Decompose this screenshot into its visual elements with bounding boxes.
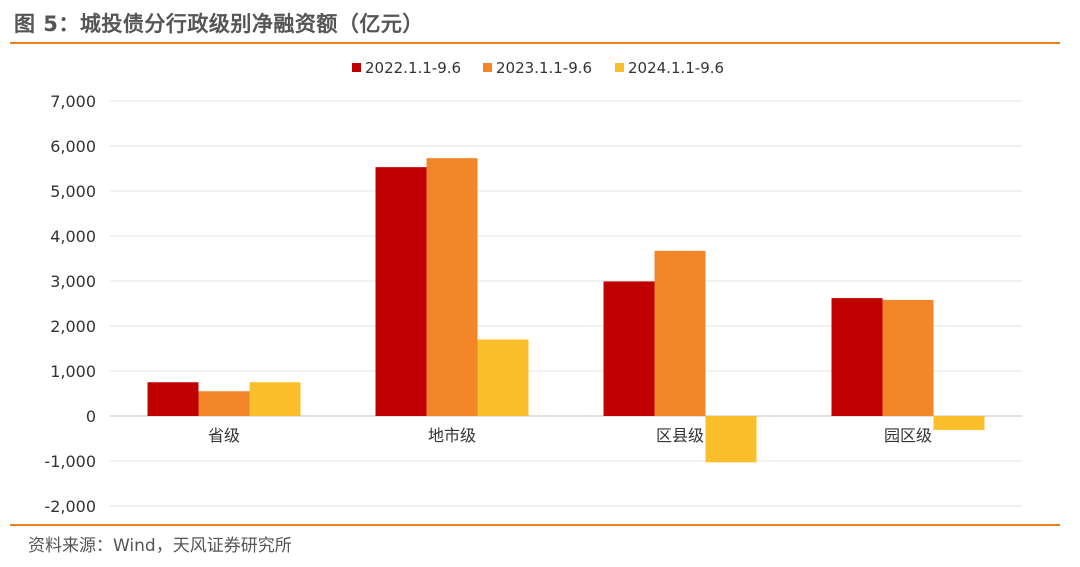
bar <box>603 281 655 416</box>
y-axis: 7,000 6,000 5,000 4,000 3,000 2,000 1,000 0 -1,0… <box>44 92 96 516</box>
footer-divider <box>10 524 1060 526</box>
legend-swatch <box>615 63 624 72</box>
x-tick-label: 地市级 <box>428 426 476 445</box>
y-tick-label: 2,000 <box>50 317 96 336</box>
bars <box>147 158 985 463</box>
y-tick-label: 5,000 <box>50 182 96 201</box>
bar <box>198 391 250 416</box>
source-note: 资料来源：Wind，天风证券研究所 <box>28 536 292 556</box>
y-tick-label: 1,000 <box>50 362 96 381</box>
legend: 2022.1.1-9.6 2023.1.1-9.6 2024.1.1-9.6 <box>352 59 724 77</box>
y-tick-label: 4,000 <box>50 227 96 246</box>
bar <box>426 158 478 416</box>
x-tick-label: 区县级 <box>656 426 704 445</box>
y-tick-label: 3,000 <box>50 272 96 291</box>
x-tick-label: 园区级 <box>884 426 932 445</box>
y-tick-label: 7,000 <box>50 92 96 111</box>
bar <box>375 167 427 416</box>
bar <box>477 339 529 416</box>
bar <box>831 298 883 416</box>
bar <box>882 299 934 416</box>
legend-label: 2023.1.1-9.6 <box>496 59 592 77</box>
x-tick-label: 省级 <box>208 426 240 445</box>
title-divider <box>10 42 1060 44</box>
bar <box>249 382 301 416</box>
y-tick-label: -2,000 <box>44 497 96 516</box>
bar <box>933 416 985 430</box>
bar <box>147 382 199 416</box>
y-tick-label: -1,000 <box>44 452 96 471</box>
y-tick-label: 6,000 <box>50 137 96 156</box>
y-tick-label: 0 <box>86 407 96 426</box>
x-axis: 省级 地市级 区县级 园区级 <box>208 426 932 445</box>
chart-title: 图 5：城投债分行政级别净融资额（亿元） <box>14 12 424 36</box>
legend-label: 2022.1.1-9.6 <box>365 59 461 77</box>
legend-swatch <box>483 63 492 72</box>
bar <box>654 250 706 416</box>
legend-label: 2024.1.1-9.6 <box>628 59 724 77</box>
legend-swatch <box>352 63 361 72</box>
bar <box>705 416 757 463</box>
